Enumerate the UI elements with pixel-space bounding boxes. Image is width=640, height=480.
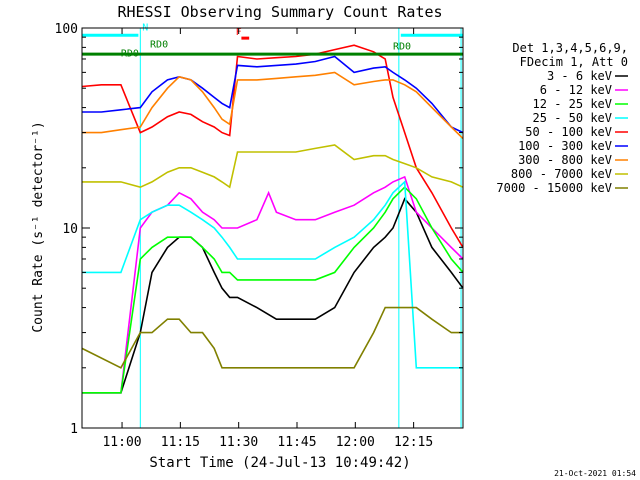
x-tick-label-5: 12:15	[394, 435, 433, 450]
legend-header-line-1: Det 1,3,4,5,6,9,	[512, 41, 628, 55]
annotation-label-1: RD0	[150, 39, 168, 50]
annotation-label-4: RD0	[393, 42, 411, 53]
legend-entry-2: 12 - 25 keV	[533, 97, 612, 111]
legend-entry-8: 7000 - 15000 keV	[496, 181, 612, 195]
y-tick-label-2: 100	[55, 22, 78, 37]
x-tick-label-0: 11:00	[102, 435, 141, 450]
x-tick-label-4: 12:00	[336, 435, 375, 450]
footer-timestamp: 21-Oct-2021 01:54	[554, 469, 636, 478]
y-tick-label-0: 1	[70, 422, 78, 437]
x-tick-label-2: 11:30	[219, 435, 258, 450]
axes: 11:00 11:15 11:30 11:45 12:00 12:15 1 10 100	[55, 22, 463, 450]
legend-entry-1: 6 - 12 keV	[540, 83, 612, 97]
series-line-3	[82, 180, 463, 369]
series-line-0	[82, 197, 464, 394]
x-axis-label: Start Time (24-Jul-13 10:49:42)	[149, 455, 410, 471]
x-tick-label-3: 11:45	[277, 435, 316, 450]
series-line-4	[81, 44, 464, 248]
legend-entry-0: 3 - 6 keV	[547, 69, 612, 83]
series-line-6	[82, 71, 464, 140]
legend-entry-5: 100 - 300 keV	[518, 139, 612, 153]
legend-entry-6: 300 - 800 keV	[518, 153, 612, 167]
y-axis-label: Count Rate (s⁻¹ detector⁻¹)	[31, 121, 46, 332]
series-line-1	[82, 175, 464, 394]
legend-header-line-2: FDecim 1, Att 0	[520, 55, 628, 69]
legend-entry-7: 800 - 7000 keV	[511, 167, 612, 181]
series-line-5	[82, 55, 464, 134]
legend-entry-4: 50 - 100 keV	[525, 125, 612, 139]
chart-title: RHESSI Observing Summary Count Rates	[117, 3, 442, 21]
series-line-7	[82, 144, 464, 189]
y-tick-label-1: 10	[62, 222, 78, 237]
series-line-8	[81, 306, 463, 369]
plot-area: NRD0RD0FRD0	[81, 23, 464, 428]
series-line-2	[82, 186, 464, 394]
legend: Det 1,3,4,5,6,9, FDecim 1, Att 0 3 - 6 k…	[496, 41, 628, 195]
x-tick-label-1: 11:15	[161, 435, 200, 450]
legend-entry-3: 25 - 50 keV	[533, 111, 612, 125]
annotation-label-2: RD0	[121, 49, 139, 60]
